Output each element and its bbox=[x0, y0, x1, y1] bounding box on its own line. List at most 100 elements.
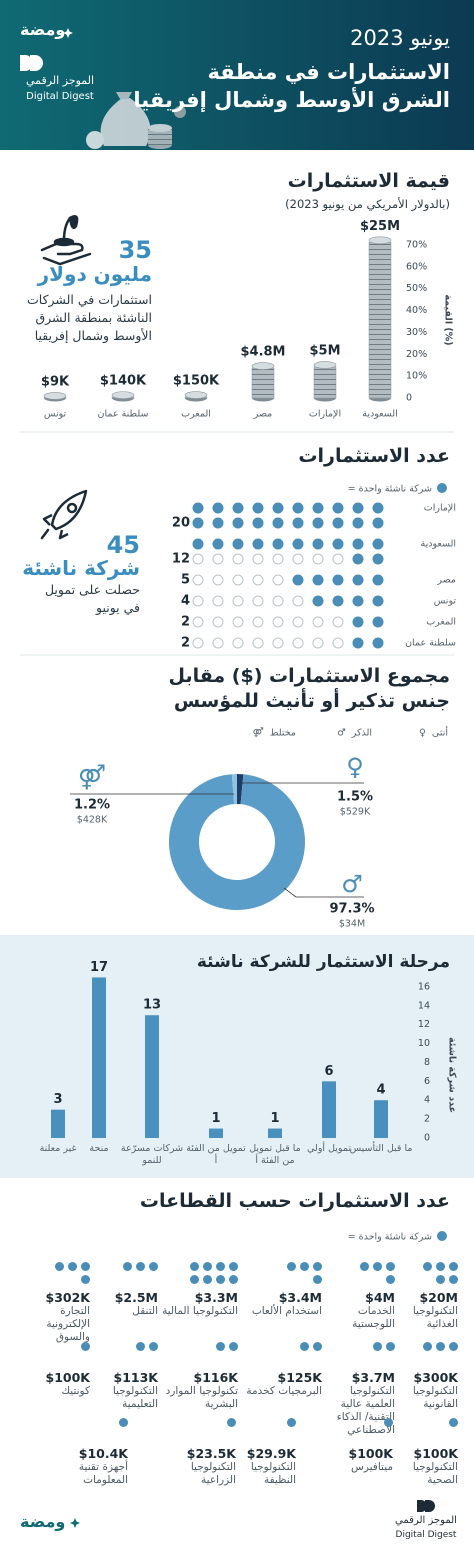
value-label: 1 bbox=[270, 1111, 279, 1126]
donut-slice bbox=[237, 774, 244, 805]
brand: ومضة bbox=[20, 20, 66, 39]
title-line: الشرق الأوسط وشمال إفريقيا bbox=[133, 88, 450, 112]
x-tick-label: شركات مسرّعة للنمو bbox=[120, 1143, 184, 1166]
footer-spark bbox=[70, 1518, 80, 1528]
dot bbox=[136, 1262, 145, 1271]
logo-part bbox=[417, 1500, 427, 1512]
value-label: 1.2% bbox=[74, 798, 110, 813]
sector-label: التكنولوجيا الزراعية bbox=[190, 1461, 236, 1486]
sector-dots bbox=[355, 1262, 395, 1290]
y-tick-label: 6 bbox=[424, 1076, 430, 1087]
value-label: 20 bbox=[172, 516, 190, 531]
dot bbox=[216, 1262, 225, 1271]
date-title: يونيو 2023 bbox=[350, 26, 450, 50]
x-tick-label: تمويل أولي bbox=[307, 1143, 351, 1154]
callout-text: الأوسط وشمال إفريقيا bbox=[34, 328, 152, 343]
amount-label: $116K bbox=[193, 1370, 238, 1385]
dot bbox=[232, 517, 244, 529]
bar bbox=[145, 1015, 159, 1138]
sector-dots bbox=[418, 1262, 458, 1290]
dot bbox=[332, 637, 344, 649]
sector-dots bbox=[353, 1418, 393, 1446]
value-label: 3 bbox=[53, 1092, 62, 1107]
dot bbox=[372, 553, 384, 565]
dot bbox=[272, 538, 284, 550]
dot bbox=[203, 1275, 212, 1284]
dot bbox=[384, 1418, 393, 1427]
x-tick-label: سلطنة عمان bbox=[98, 409, 149, 420]
dot bbox=[81, 1342, 90, 1351]
x-tick-label: الإمارات bbox=[309, 409, 341, 420]
dot bbox=[312, 616, 324, 628]
dot bbox=[68, 1262, 77, 1271]
dot bbox=[252, 595, 264, 607]
dot bbox=[292, 574, 304, 586]
dot bbox=[352, 637, 364, 649]
dot bbox=[212, 553, 224, 565]
category-label: سلطنة عمان bbox=[405, 638, 456, 649]
amount-label: $125K bbox=[277, 1370, 322, 1385]
callout-unit: مليون دولار bbox=[37, 262, 152, 286]
y-tick-label: 50% bbox=[406, 283, 427, 294]
amount-label: $4M bbox=[365, 1290, 395, 1305]
dot bbox=[312, 574, 324, 586]
dot bbox=[292, 616, 304, 628]
category-label: الإمارات bbox=[424, 503, 456, 514]
dot bbox=[352, 538, 364, 550]
callout-text: في يونيو bbox=[95, 600, 140, 615]
y-tick-label: 30% bbox=[406, 327, 427, 338]
dot-group bbox=[192, 616, 384, 628]
x-tick-label: منحة bbox=[89, 1143, 109, 1154]
donut-slice bbox=[231, 774, 237, 805]
dot bbox=[300, 1262, 309, 1271]
dot bbox=[292, 553, 304, 565]
plant-icon bbox=[40, 215, 92, 266]
legend-symbol: ⚤ bbox=[253, 728, 264, 739]
legend-symbol: ♀ bbox=[419, 728, 426, 739]
dot bbox=[292, 502, 304, 514]
y-tick-label: 2 bbox=[424, 1114, 430, 1125]
y-tick-label: 12 bbox=[418, 1019, 430, 1030]
dot bbox=[386, 1262, 395, 1271]
sector-label: ميتافيرس bbox=[351, 1461, 393, 1473]
dot bbox=[332, 595, 344, 607]
dot bbox=[372, 517, 384, 529]
sector-label: تكنولوجيا الموارد البشرية bbox=[165, 1385, 238, 1410]
dot bbox=[300, 1342, 309, 1351]
header-bg bbox=[0, 0, 474, 150]
sector-label: التكنولوجيا النظيفة bbox=[250, 1461, 296, 1486]
category-label: المغرب bbox=[426, 617, 456, 628]
footer-brand: ومضة bbox=[20, 1512, 66, 1531]
coin-top bbox=[111, 391, 135, 399]
dot bbox=[252, 574, 264, 586]
dot bbox=[212, 502, 224, 514]
dot bbox=[352, 616, 364, 628]
x-tick-label: ما قبل تمويل من الفئة أ bbox=[249, 1143, 301, 1166]
y-tick-label: 60% bbox=[406, 261, 427, 272]
dot bbox=[272, 574, 284, 586]
donut-slice bbox=[169, 774, 306, 910]
brand-spark bbox=[63, 28, 73, 38]
sector-item: $3.7M التكنولوجيا العلمية عالية التقنية/ … bbox=[319, 1342, 395, 1437]
rocket-icon bbox=[40, 489, 88, 540]
section-title: عدد الاستثمارات bbox=[298, 445, 450, 467]
dot bbox=[332, 517, 344, 529]
sector-label: التكنولوجيا التعليمية bbox=[112, 1385, 158, 1410]
dot bbox=[212, 538, 224, 550]
dot bbox=[272, 616, 284, 628]
dot bbox=[192, 517, 204, 529]
legend-label: = شركة ناشئة واحدة bbox=[348, 1232, 432, 1243]
dot bbox=[203, 1262, 212, 1271]
leader-line bbox=[283, 887, 364, 898]
sector-item: $23.5K التكنولوجيا الزراعية bbox=[160, 1418, 236, 1487]
coin-top bbox=[251, 362, 275, 370]
bar bbox=[322, 1081, 336, 1138]
y-tick-label: 0 bbox=[406, 393, 412, 404]
dot bbox=[372, 502, 384, 514]
dot bbox=[373, 1342, 382, 1351]
value-label: 1 bbox=[211, 1111, 220, 1126]
amount-label: $3.3M bbox=[194, 1290, 238, 1305]
category-label: تونس bbox=[434, 596, 457, 607]
bar bbox=[374, 1100, 388, 1138]
